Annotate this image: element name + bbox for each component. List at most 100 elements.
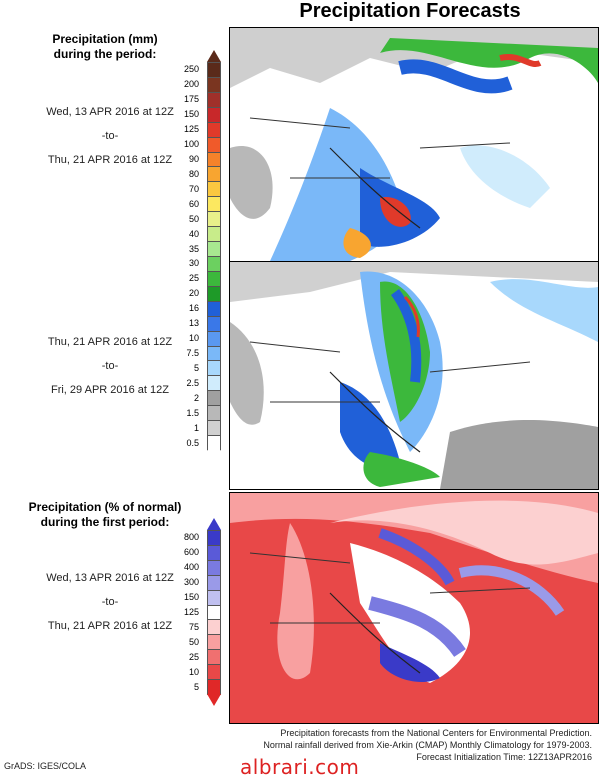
precip-pct-heading-line1: Precipitation (% of normal) xyxy=(28,500,182,514)
precip-mm-legend-swatch xyxy=(207,121,221,138)
precip-pct-heading-line2: during the first period: xyxy=(40,515,170,529)
precip-mm-legend-swatch xyxy=(207,196,221,213)
precip-mm-heading-line1: Precipitation (mm) xyxy=(52,32,158,46)
precip-pct-heading: Precipitation (% of normal) during the f… xyxy=(0,500,210,530)
precip-pct-legend-swatch xyxy=(207,664,221,681)
precip-mm-legend-label: 2 xyxy=(193,392,199,403)
precip-pct-legend-swatch xyxy=(207,530,221,546)
map-percent-normal-canvas xyxy=(230,493,598,723)
precip-mm-legend-label: 100 xyxy=(183,139,199,150)
period-1-start: Wed, 13 APR 2016 at 12Z xyxy=(46,106,174,118)
precip-mm-legend-swatch xyxy=(207,405,221,422)
precip-mm-legend-swatch xyxy=(207,151,221,168)
period-2-start: Thu, 21 APR 2016 at 12Z xyxy=(47,336,173,348)
precip-pct-legend-swatch xyxy=(207,559,221,576)
precip-pct-legend-label: 50 xyxy=(188,636,199,647)
precip-pct-legend-swatch xyxy=(207,574,221,591)
precip-mm-legend-swatch xyxy=(207,91,221,108)
period-3-end: Thu, 21 APR 2016 at 12Z xyxy=(47,620,173,632)
period-1-label: Wed, 13 APR 2016 at 12Z -to- Thu, 21 APR… xyxy=(30,100,190,172)
precip-mm-legend-label: 0.5 xyxy=(186,437,199,448)
precip-pct-legend-label: 300 xyxy=(183,577,199,588)
precip-mm-legend-label: 1 xyxy=(193,422,199,433)
precip-mm-legend-label: 60 xyxy=(188,198,199,209)
precip-mm-legend-swatch xyxy=(207,211,221,228)
precip-mm-legend-label: 90 xyxy=(188,154,199,164)
map-percent-normal xyxy=(229,492,599,724)
precip-mm-legend-swatch xyxy=(207,106,221,123)
precip-mm-heading-line2: during the period: xyxy=(53,47,157,61)
precip-mm-legend-arrow-top xyxy=(207,50,221,62)
precip-mm-legend-label: 1.5 xyxy=(186,407,199,418)
precip-mm-heading: Precipitation (mm) during the period: xyxy=(0,32,210,62)
period-2-label: Thu, 21 APR 2016 at 12Z -to- Fri, 29 APR… xyxy=(30,330,190,402)
footer-line-3: Forecast Initialization Time: 12Z13APR20… xyxy=(416,752,592,762)
period-3-label: Wed, 13 APR 2016 at 12Z -to- Thu, 21 APR… xyxy=(30,566,190,638)
grads-credit: GrADS: IGES/COLA xyxy=(4,761,87,771)
precip-mm-legend-label: 125 xyxy=(183,124,199,135)
precip-pct-legend-arrow-top xyxy=(207,518,221,530)
map-period-1-canvas xyxy=(230,28,598,261)
page-title: Precipitation Forecasts xyxy=(299,0,521,22)
precip-mm-legend-label: 20 xyxy=(188,288,199,299)
precip-mm-legend-label: 7.5 xyxy=(186,348,199,358)
map-period-1 xyxy=(229,27,599,262)
precip-mm-legend-swatch xyxy=(207,62,221,78)
map-period-2-canvas xyxy=(230,262,598,489)
watermark: albrari.com xyxy=(240,755,360,779)
precip-mm-legend-label: 70 xyxy=(188,183,199,194)
precip-pct-legend-swatch xyxy=(207,619,221,636)
precip-pct-legend-label: 25 xyxy=(188,651,199,662)
precip-mm-legend-swatch xyxy=(207,375,221,392)
precip-pct-legend-label: 10 xyxy=(188,666,199,677)
precip-mm-legend-swatch xyxy=(207,345,221,362)
precip-mm-legend-label: 50 xyxy=(188,213,199,224)
precip-pct-legend-swatch xyxy=(207,679,221,695)
precip-mm-legend-label: 5 xyxy=(193,362,199,373)
precip-mm-legend-label: 30 xyxy=(188,258,199,269)
precip-mm-legend-swatch xyxy=(207,330,221,347)
precip-mm-legend-swatch xyxy=(207,315,221,332)
precip-mm-legend-arrow-bottom xyxy=(207,450,221,462)
precip-mm-legend-swatch xyxy=(207,300,221,317)
precip-mm-legend-label: 13 xyxy=(188,318,199,329)
precip-pct-legend-label: 400 xyxy=(183,562,199,573)
precip-mm-legend-swatch xyxy=(207,256,221,272)
precip-mm-legend-label: 2.5 xyxy=(186,377,199,388)
precip-mm-legend-swatch xyxy=(207,166,221,183)
precip-pct-legend-label: 125 xyxy=(183,607,199,617)
precip-pct-legend-label: 5 xyxy=(193,681,199,692)
precip-mm-legend-label: 40 xyxy=(188,228,199,239)
precip-mm-legend-swatch xyxy=(207,76,221,93)
precip-pct-legend-swatch xyxy=(207,604,221,621)
precip-mm-legend-label: 175 xyxy=(183,94,199,105)
precip-pct-legend: 800 600 400 300 150 125 75 50 25 10 5 xyxy=(184,518,221,706)
map-period-2 xyxy=(229,261,599,490)
precip-mm-legend-label: 80 xyxy=(188,168,199,179)
precip-mm-legend-swatch xyxy=(207,181,221,198)
period-3-sep: -to- xyxy=(101,596,119,608)
precip-pct-legend-swatch xyxy=(207,634,221,651)
precip-mm-legend-label: 10 xyxy=(188,333,199,344)
period-3-start: Wed, 13 APR 2016 at 12Z xyxy=(46,572,174,584)
period-2-end: Fri, 29 APR 2016 at 12Z xyxy=(50,384,169,396)
precip-mm-legend-swatch xyxy=(207,435,221,451)
period-1-sep: -to- xyxy=(101,130,119,142)
precip-mm-legend-label: 200 xyxy=(183,79,199,90)
precip-mm-legend-swatch xyxy=(207,226,221,243)
precip-mm-legend: 250 200 175 150 125 100 90 80 70 60 50 40 35 30 25 20 16… xyxy=(184,50,221,462)
period-2-sep: -to- xyxy=(101,360,119,372)
precip-mm-legend-label: 25 xyxy=(188,273,199,284)
footer-line-1: Precipitation forecasts from the Nationa… xyxy=(280,728,592,738)
precip-mm-legend-swatch xyxy=(207,360,221,377)
precip-mm-legend-label: 250 xyxy=(183,64,199,75)
footer-notes: Precipitation forecasts from the Nationa… xyxy=(212,727,592,763)
footer-line-2: Normal rainfall derived from Xie-Arkin (… xyxy=(263,740,592,750)
precip-mm-legend-swatch xyxy=(207,270,221,287)
precip-mm-legend-swatch xyxy=(207,420,221,437)
precip-mm-legend-label: 16 xyxy=(188,303,199,314)
precip-pct-legend-swatch xyxy=(207,649,221,666)
precip-mm-legend-label: 35 xyxy=(188,243,199,254)
precip-mm-legend-swatch xyxy=(207,136,221,153)
precip-mm-legend-swatch xyxy=(207,285,221,302)
